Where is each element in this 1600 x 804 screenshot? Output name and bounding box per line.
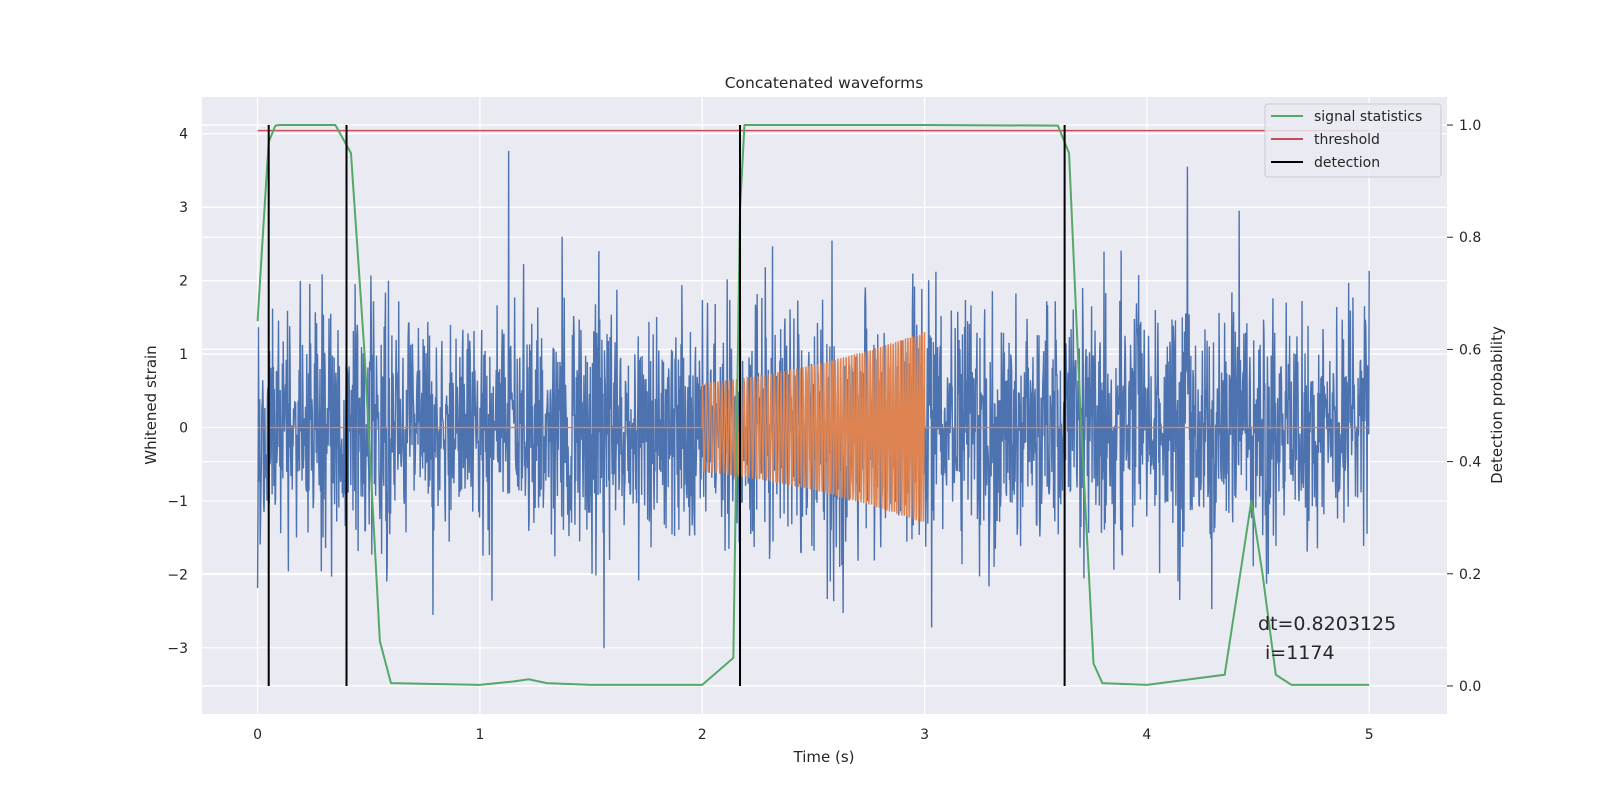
legend-label-detection: detection (1314, 155, 1380, 171)
y-right-tick-label: 0.4 (1459, 455, 1481, 471)
annotation-dt: dt=0.8203125 (1258, 613, 1396, 635)
y-tick-label: −1 (167, 494, 188, 510)
x-axis-label: Time (s) (793, 748, 855, 766)
y-right-tick-label: 0.8 (1459, 230, 1481, 246)
legend-label-signal-statistics: signal statistics (1314, 109, 1422, 125)
y-right-tick-label: 1.0 (1459, 118, 1481, 134)
annotation-index: i=1174 (1265, 642, 1335, 664)
x-tick-label: 3 (920, 727, 929, 743)
legend-label-threshold: threshold (1314, 132, 1380, 148)
tick-label-layer: 0 1 2 3 4 5 −3 −2 −1 0 1 2 3 4 0.0 0.2 0.4 0.6 0.8 1.0 (167, 118, 1481, 743)
y-tick-label: 4 (179, 127, 188, 143)
signal-statistics-line (256, 124, 1370, 686)
chart-title: Concatenated waveforms (725, 74, 924, 92)
y-right-tick-label: 0.6 (1459, 342, 1481, 358)
y-tick-label: 0 (179, 421, 188, 437)
x-tick-label: 4 (1142, 727, 1151, 743)
legend: signal statistics threshold detection (1264, 103, 1442, 178)
y-tick-label: 2 (179, 274, 188, 290)
y-tick-label: 1 (179, 347, 188, 363)
right-axis-series-layer (256, 124, 1370, 686)
strain-series-layer (256, 150, 1370, 649)
y-tick-label: −3 (167, 641, 188, 657)
y-axis-label: Whitened strain (142, 345, 160, 464)
y-tick-label: 3 (179, 200, 188, 216)
y-axis-right-label: Detection probability (1488, 326, 1506, 484)
strain-series-line (256, 150, 1370, 649)
x-tick-label: 0 (253, 727, 262, 743)
y-right-tick-label: 0.0 (1459, 679, 1481, 695)
x-tick-label: 2 (698, 727, 707, 743)
y-tick-label: −2 (167, 567, 188, 583)
legend-box (1264, 103, 1442, 178)
y-right-tick-label: 0.2 (1459, 567, 1481, 583)
x-tick-label: 5 (1365, 727, 1374, 743)
x-tick-label: 1 (475, 727, 484, 743)
